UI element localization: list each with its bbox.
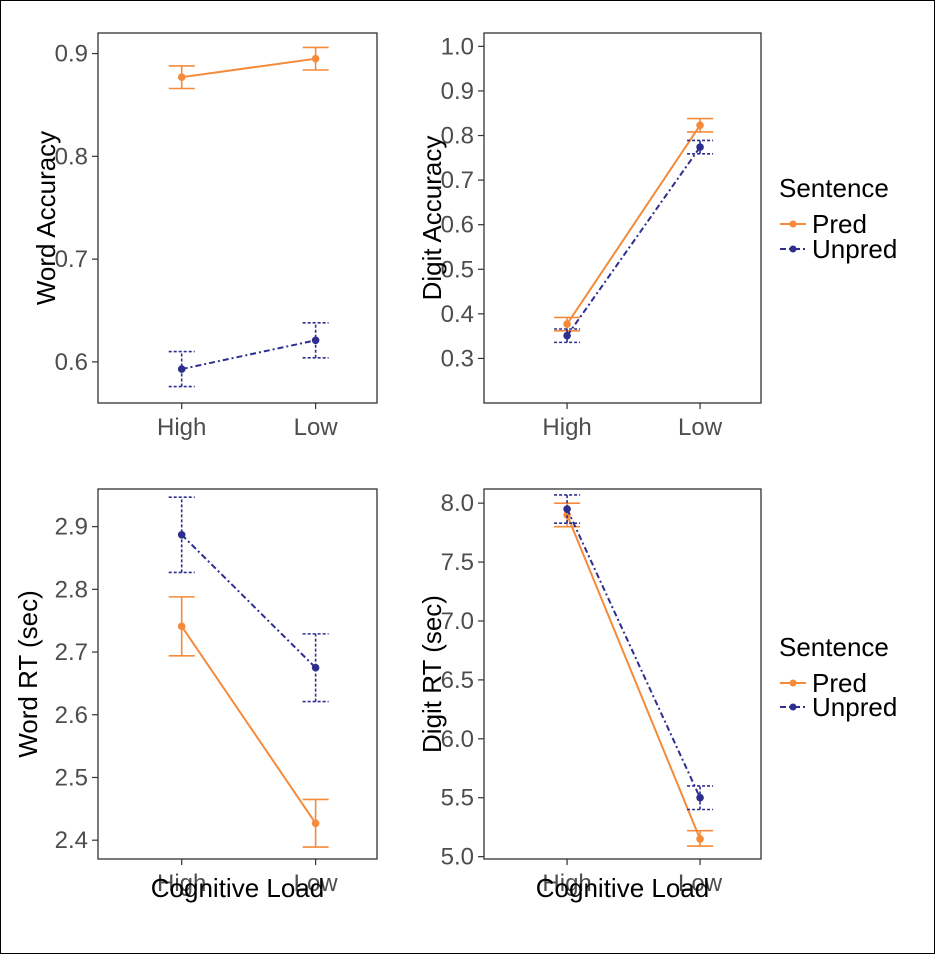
legend-label-unpred: Unpred bbox=[812, 234, 897, 264]
panel-digit-accuracy: 0.3 0.4 0.5 0.6 0.7 0.8 0.9 1.0 High Low Digit Acc… bbox=[417, 32, 762, 441]
y-tick-label: 2.9 bbox=[55, 514, 88, 541]
series-line bbox=[566, 124, 701, 325]
y-tick-label: 7.0 bbox=[441, 608, 474, 635]
y-tick-label: 0.9 bbox=[55, 41, 88, 68]
data-point bbox=[696, 835, 704, 843]
x-axis-title: Cognitive Load bbox=[151, 873, 324, 903]
plot-area bbox=[483, 32, 762, 404]
y-tick-label: 0.4 bbox=[441, 301, 474, 328]
y-tick-label: 5.0 bbox=[441, 844, 474, 871]
series-pred bbox=[554, 117, 714, 332]
y-tick-label: 2.7 bbox=[55, 639, 88, 666]
series-line bbox=[566, 508, 701, 799]
y-tick-label: 8.0 bbox=[441, 490, 474, 517]
data-point bbox=[311, 819, 320, 828]
panel-word-accuracy: 0.6 0.7 0.8 0.9 High Low Word Accuracy bbox=[31, 32, 378, 441]
x-tick-label: High bbox=[157, 870, 206, 897]
x-tick-label: High bbox=[542, 414, 591, 441]
x-tick-label: Low bbox=[678, 870, 723, 897]
series-line bbox=[181, 339, 316, 371]
y-tick-label: 2.5 bbox=[55, 764, 88, 791]
y-tick-label: 0.9 bbox=[441, 78, 474, 105]
series-line bbox=[566, 514, 701, 840]
y-tick-label: 2.8 bbox=[55, 576, 88, 603]
y-axis-title: Digit RT (sec) bbox=[417, 595, 447, 753]
series-pred bbox=[168, 46, 329, 90]
legend-bottom: Sentence Pred Unpred bbox=[779, 632, 897, 722]
y-tick-label: 0.7 bbox=[55, 246, 88, 273]
y-tick-label: 7.5 bbox=[441, 549, 474, 576]
legend-entry-unpred: Unpred bbox=[780, 234, 897, 264]
panel-word-rt: 2.4 2.5 2.6 2.7 2.8 2.9 High Low Word RT (sec) Co… bbox=[13, 488, 378, 903]
legend-entry-unpred: Unpred bbox=[780, 692, 897, 722]
y-tick-label: 2.6 bbox=[55, 702, 88, 729]
legend-label-unpred: Unpred bbox=[812, 692, 897, 722]
data-point bbox=[563, 320, 571, 328]
data-point bbox=[177, 622, 186, 631]
y-tick-label: 0.5 bbox=[441, 256, 474, 283]
legend-entry-pred: Pred bbox=[780, 209, 867, 239]
series-unpred bbox=[168, 322, 329, 388]
x-tick-label: Low bbox=[294, 414, 339, 441]
series-line bbox=[180, 625, 317, 824]
data-point bbox=[177, 365, 186, 373]
plot-area bbox=[483, 488, 762, 860]
y-tick-label: 2.4 bbox=[55, 827, 88, 854]
data-point bbox=[696, 143, 704, 151]
legend-label-pred: Pred bbox=[812, 668, 867, 698]
y-tick-label: 6.5 bbox=[441, 667, 474, 694]
legend-label-pred: Pred bbox=[812, 209, 867, 239]
legend-title: Sentence bbox=[779, 632, 889, 662]
legend-marker-unpred bbox=[789, 245, 797, 253]
data-point bbox=[563, 505, 571, 513]
legend-entry-pred: Pred bbox=[780, 668, 867, 698]
legend-title: Sentence bbox=[779, 173, 889, 203]
series-pred bbox=[168, 596, 329, 848]
legend-marker-pred bbox=[789, 679, 797, 687]
y-axis-title: Word RT (sec) bbox=[13, 590, 43, 758]
x-tick-label: Low bbox=[294, 870, 339, 897]
series-pred bbox=[554, 502, 714, 847]
y-tick-label: 0.6 bbox=[55, 349, 88, 376]
series-unpred bbox=[168, 496, 329, 703]
y-tick-label: 6.0 bbox=[441, 726, 474, 753]
series-unpred bbox=[554, 494, 714, 811]
y-tick-label: 0.8 bbox=[441, 123, 474, 150]
y-tick-label: 5.5 bbox=[441, 785, 474, 812]
data-point bbox=[177, 530, 186, 539]
data-point bbox=[696, 121, 704, 130]
panel-digit-rt: 5.0 5.5 6.0 6.5 7.0 7.5 8.0 High Low Digit RT (se… bbox=[417, 488, 762, 903]
y-tick-label: 0.7 bbox=[441, 167, 474, 194]
series-line bbox=[181, 57, 316, 79]
data-point bbox=[696, 793, 704, 802]
data-point bbox=[311, 663, 320, 672]
x-tick-label: High bbox=[157, 414, 206, 441]
data-point bbox=[563, 331, 571, 340]
data-point bbox=[311, 54, 320, 63]
y-tick-label: 1.0 bbox=[441, 33, 474, 60]
plot-area bbox=[97, 488, 378, 860]
y-axis-title: Word Accuracy bbox=[31, 131, 61, 305]
series-unpred bbox=[554, 139, 714, 344]
x-axis-title: Cognitive Load bbox=[536, 873, 709, 903]
y-axis-title: Digit Accuracy bbox=[417, 136, 447, 301]
plot-area bbox=[97, 32, 378, 404]
data-point bbox=[177, 73, 186, 81]
x-tick-label: Low bbox=[678, 414, 723, 441]
x-tick-label: High bbox=[542, 870, 591, 897]
legend-marker-unpred bbox=[789, 703, 797, 711]
legend-top: Sentence Pred Unpred bbox=[779, 173, 897, 264]
y-tick-label: 0.3 bbox=[441, 345, 474, 372]
series-line bbox=[566, 146, 701, 337]
legend-marker-pred bbox=[789, 220, 797, 228]
data-point bbox=[311, 336, 320, 345]
y-tick-label: 0.6 bbox=[441, 212, 474, 239]
series-line bbox=[180, 534, 317, 669]
y-tick-label: 0.8 bbox=[55, 143, 88, 170]
